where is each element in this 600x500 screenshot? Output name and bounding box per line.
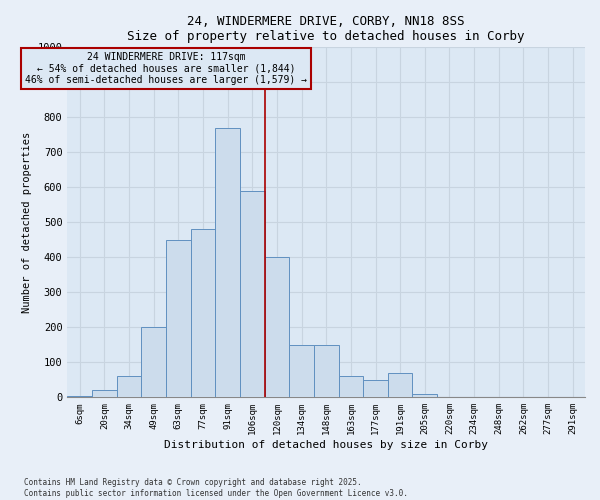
Bar <box>142 328 166 398</box>
Bar <box>166 240 191 398</box>
Bar <box>92 390 117 398</box>
Bar <box>314 345 338 398</box>
Bar <box>363 380 388 398</box>
Text: 24 WINDERMERE DRIVE: 117sqm
← 54% of detached houses are smaller (1,844)
46% of : 24 WINDERMERE DRIVE: 117sqm ← 54% of det… <box>25 52 307 86</box>
Bar <box>412 394 437 398</box>
Bar <box>388 373 412 398</box>
Y-axis label: Number of detached properties: Number of detached properties <box>22 132 32 313</box>
Bar <box>191 229 215 398</box>
X-axis label: Distribution of detached houses by size in Corby: Distribution of detached houses by size … <box>164 440 488 450</box>
Bar <box>117 376 142 398</box>
Bar <box>240 190 265 398</box>
Bar <box>289 345 314 398</box>
Text: Contains HM Land Registry data © Crown copyright and database right 2025.
Contai: Contains HM Land Registry data © Crown c… <box>24 478 408 498</box>
Bar <box>215 128 240 398</box>
Title: 24, WINDERMERE DRIVE, CORBY, NN18 8SS
Size of property relative to detached hous: 24, WINDERMERE DRIVE, CORBY, NN18 8SS Si… <box>127 15 525 43</box>
Bar <box>67 396 92 398</box>
Bar <box>265 257 289 398</box>
Bar <box>338 376 363 398</box>
